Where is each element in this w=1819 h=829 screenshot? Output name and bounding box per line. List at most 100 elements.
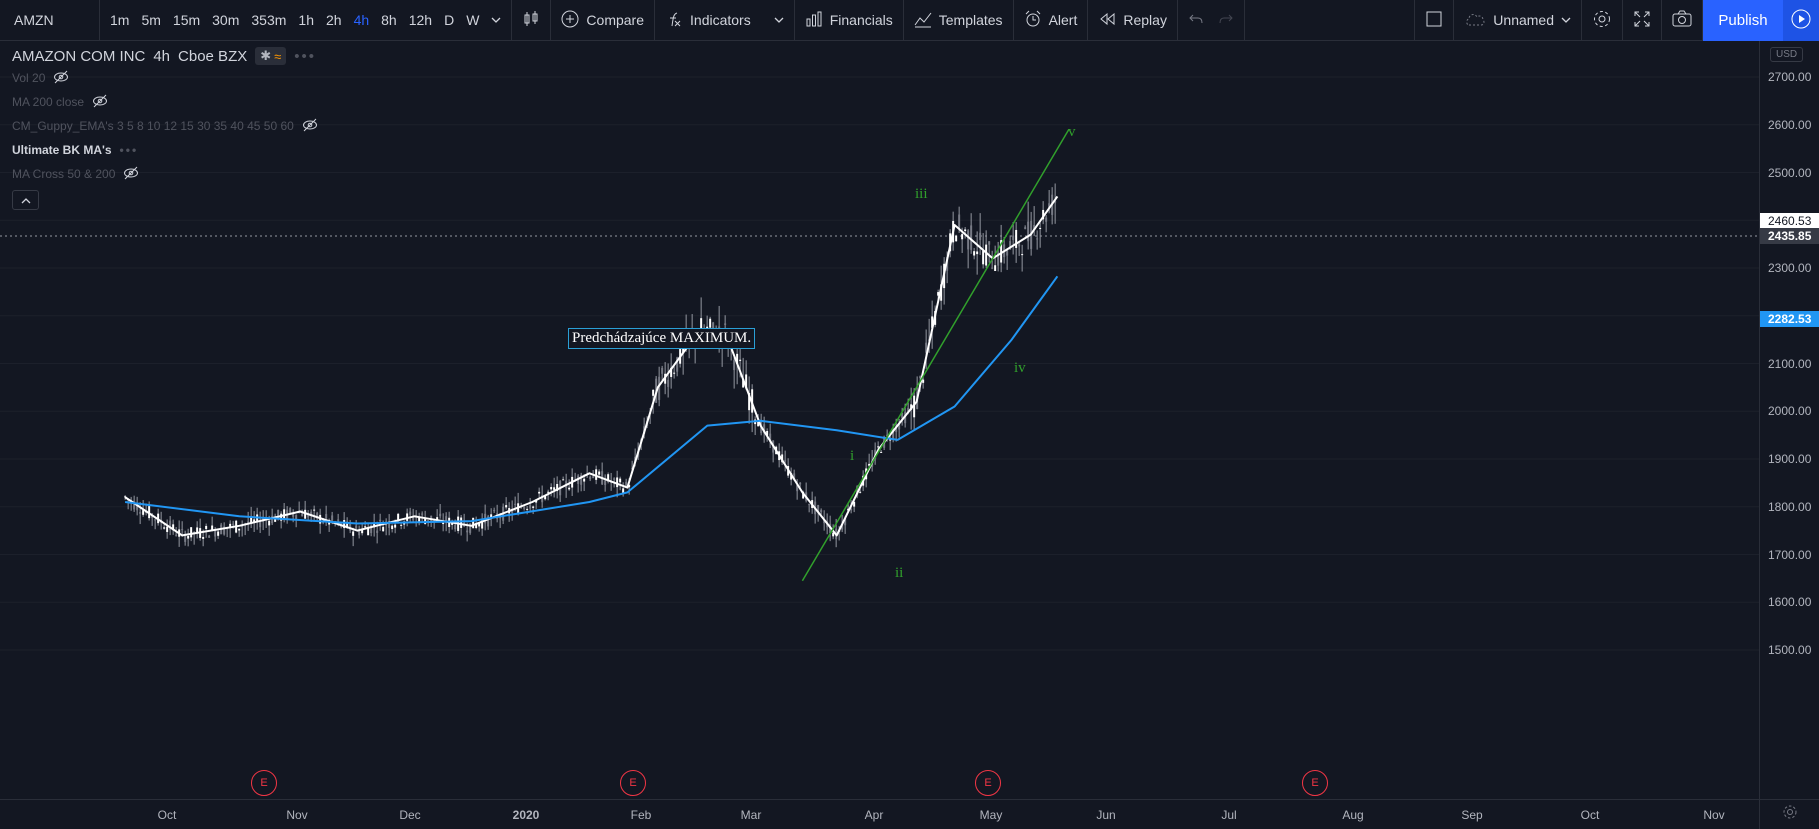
candle — [1045, 215, 1048, 233]
chevron-down-icon[interactable] — [774, 12, 784, 28]
snapshot-button[interactable] — [1662, 0, 1703, 41]
compare-button[interactable]: Compare — [551, 0, 656, 41]
indicator-label: Vol 20 — [12, 71, 46, 85]
candles-icon — [522, 10, 540, 31]
candle — [964, 227, 967, 239]
chevron-down-icon[interactable] — [1561, 12, 1571, 28]
wave-label-i[interactable]: i — [850, 448, 855, 464]
redo-icon[interactable] — [1218, 11, 1234, 30]
interval-d[interactable]: D — [444, 12, 455, 28]
candle — [415, 510, 418, 527]
legend-indicator-ma-cross[interactable]: MA Cross 50 & 200 — [12, 162, 318, 186]
candle — [790, 467, 793, 486]
candle — [157, 508, 160, 526]
interval-8h[interactable]: 8h — [381, 12, 397, 28]
layout-name-button[interactable]: Unnamed — [1454, 0, 1582, 41]
candle — [313, 505, 316, 521]
legend-indicator-bk-mas[interactable]: Ultimate BK MA's ••• — [12, 138, 318, 162]
symbol-search[interactable]: AMZN — [0, 0, 100, 41]
candle — [385, 518, 388, 536]
candle — [985, 230, 988, 268]
candle — [259, 511, 262, 534]
more-options-icon[interactable]: ••• — [294, 47, 317, 65]
interval-w[interactable]: W — [466, 12, 480, 28]
time-axis[interactable]: Oct Nov Dec 2020 Feb Mar Apr May Jun Jul… — [0, 799, 1759, 829]
candle — [325, 505, 328, 526]
symbol-interval: 4h — [153, 47, 171, 65]
earnings-marker[interactable]: E — [620, 770, 646, 796]
legend-indicator-ma200[interactable]: MA 200 close — [12, 90, 318, 114]
eye-off-icon[interactable] — [53, 70, 69, 87]
candle — [577, 474, 580, 493]
eye-off-icon[interactable] — [302, 118, 318, 135]
plus-circle-icon — [561, 10, 579, 31]
wave-label-v[interactable]: v — [1068, 124, 1076, 140]
candle — [751, 384, 754, 433]
templates-button[interactable]: Templates — [904, 0, 1014, 41]
interval-353m[interactable]: 353m — [251, 12, 287, 28]
axis-settings-corner[interactable] — [1759, 799, 1819, 829]
play-icon — [1790, 8, 1812, 33]
interval-2h[interactable]: 2h — [325, 12, 342, 28]
candle — [169, 516, 172, 536]
candle — [868, 453, 871, 469]
interval-15m[interactable]: 15m — [172, 12, 201, 28]
earnings-marker[interactable]: E — [975, 770, 1001, 796]
interval-12h[interactable]: 12h — [408, 12, 433, 28]
settings-button[interactable] — [1582, 0, 1623, 41]
market-status-badge[interactable]: ✱ ≈ — [255, 47, 287, 65]
currency-label[interactable]: USD — [1770, 47, 1804, 62]
replay-button[interactable]: Replay — [1088, 0, 1178, 41]
chart-type-button[interactable] — [512, 0, 552, 41]
time-label: Mar — [740, 808, 762, 822]
candle — [1036, 230, 1039, 250]
legend-indicator-vol[interactable]: Vol 20 — [12, 66, 318, 90]
fullscreen-button[interactable] — [1623, 0, 1662, 41]
interval-1h[interactable]: 1h — [298, 12, 314, 28]
publish-play-button[interactable] — [1783, 0, 1819, 41]
previous-maximum-note[interactable]: Predchádzajúce MAXIMUM. — [568, 328, 756, 349]
interval-4h[interactable]: 4h — [353, 12, 370, 28]
candle — [601, 462, 604, 485]
series-line-ultimate-bk-ma-s[interactable] — [124, 195, 1059, 537]
wave-label-iii[interactable]: iii — [915, 186, 928, 202]
interval-5m[interactable]: 5m — [141, 12, 161, 28]
indicators-button[interactable]: Indicators — [655, 0, 795, 41]
candle — [748, 376, 751, 424]
interval-30m[interactable]: 30m — [212, 12, 240, 28]
chevron-down-icon[interactable] — [485, 12, 507, 28]
price-axis[interactable]: USD 2700.002600.002500.002400.002300.002… — [1759, 41, 1819, 799]
series-line-trendline[interactable] — [801, 129, 1070, 582]
gear-icon — [1782, 804, 1798, 825]
series-line-ma-200[interactable] — [124, 275, 1059, 525]
eye-off-icon[interactable] — [123, 166, 139, 183]
replay-label: Replay — [1123, 12, 1167, 28]
eye-off-icon[interactable] — [92, 94, 108, 111]
layout-toggle-button[interactable] — [1414, 0, 1455, 41]
alert-button[interactable]: Alert — [1014, 0, 1089, 41]
interval-1m[interactable]: 1m — [110, 12, 130, 28]
indicator-label: MA 200 close — [12, 95, 85, 109]
candle — [439, 503, 442, 519]
candle — [472, 517, 475, 529]
legend-collapse-button[interactable] — [12, 190, 39, 210]
price-candles — [124, 183, 1057, 548]
price-tick-label: 1900.00 — [1768, 452, 1812, 466]
candle — [1015, 221, 1018, 263]
compare-label: Compare — [586, 12, 645, 28]
wave-label-iv[interactable]: iv — [1014, 360, 1026, 376]
more-options-icon[interactable]: ••• — [119, 143, 139, 157]
candle — [217, 529, 220, 539]
fullscreen-icon — [1633, 10, 1651, 31]
earnings-marker[interactable]: E — [1302, 770, 1328, 796]
candle — [418, 512, 421, 526]
symbol-name[interactable]: AMAZON COM INC — [12, 47, 146, 65]
legend-indicator-guppy[interactable]: CM_Guppy_EMA's 3 5 8 10 12 15 30 35 40 4… — [12, 114, 318, 138]
time-label: Feb — [630, 808, 652, 822]
earnings-marker[interactable]: E — [251, 770, 277, 796]
candle — [199, 518, 202, 541]
financials-button[interactable]: Financials — [795, 0, 904, 41]
undo-icon[interactable] — [1188, 11, 1204, 30]
publish-button[interactable]: Publish — [1703, 0, 1783, 41]
wave-label-ii[interactable]: ii — [895, 565, 904, 581]
